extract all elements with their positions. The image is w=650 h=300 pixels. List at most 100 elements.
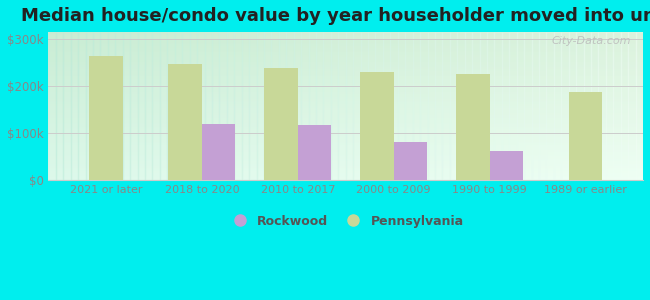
Bar [495, 32, 502, 180]
Bar [220, 32, 227, 180]
Bar [324, 32, 331, 180]
Bar [49, 150, 643, 152]
Bar [49, 89, 643, 90]
Bar [49, 68, 643, 69]
Bar [301, 32, 309, 180]
Bar [49, 130, 643, 132]
Bar [428, 32, 435, 180]
Bar [197, 32, 205, 180]
Bar [78, 32, 86, 180]
Bar [49, 64, 643, 65]
Bar [309, 32, 316, 180]
Bar [49, 126, 643, 127]
Bar [524, 32, 532, 180]
Bar [202, 124, 235, 180]
Bar [49, 167, 643, 168]
Bar [49, 108, 643, 110]
Bar [49, 105, 643, 106]
Bar [49, 128, 643, 129]
Bar [49, 142, 643, 143]
Bar [49, 103, 643, 105]
Bar [346, 32, 353, 180]
Bar [167, 32, 175, 180]
Bar [49, 179, 643, 180]
Bar [49, 78, 643, 79]
Bar [49, 123, 643, 124]
Bar [628, 32, 636, 180]
Bar [49, 110, 643, 111]
Bar [457, 32, 465, 180]
Bar [49, 33, 643, 34]
Bar [49, 67, 643, 68]
Bar [49, 129, 643, 130]
Bar [71, 32, 78, 180]
Bar [49, 107, 643, 108]
Bar [49, 48, 643, 49]
Bar [49, 164, 643, 165]
Bar [49, 148, 643, 149]
Legend: Rockwood, Pennsylvania: Rockwood, Pennsylvania [222, 210, 469, 233]
Bar [49, 119, 643, 121]
Bar [286, 32, 294, 180]
Bar [89, 56, 123, 180]
Bar [49, 58, 643, 59]
Bar [294, 32, 301, 180]
Bar [49, 34, 643, 36]
Bar [49, 176, 643, 177]
Bar [234, 32, 242, 180]
Bar [190, 32, 197, 180]
Bar [480, 32, 487, 180]
Bar [123, 32, 130, 180]
Bar [49, 86, 643, 88]
Bar [591, 32, 599, 180]
Bar [49, 71, 643, 73]
Bar [205, 32, 212, 180]
Bar [49, 88, 643, 89]
Bar [49, 82, 643, 84]
Bar [360, 72, 394, 180]
Bar [160, 32, 167, 180]
Bar [49, 133, 643, 134]
Bar [49, 165, 643, 166]
Bar [272, 32, 279, 180]
Bar [49, 41, 643, 42]
Bar [49, 102, 643, 104]
Bar [49, 36, 643, 37]
Bar [517, 32, 524, 180]
Bar [138, 32, 145, 180]
Text: City-Data.com: City-Data.com [552, 37, 631, 46]
Bar [101, 32, 108, 180]
Bar [49, 99, 643, 100]
Bar [539, 32, 547, 180]
Bar [49, 112, 643, 113]
Bar [49, 39, 643, 41]
Bar [456, 74, 489, 180]
Bar [338, 32, 346, 180]
Bar [443, 32, 450, 180]
Bar [49, 59, 643, 60]
Bar [145, 32, 153, 180]
Bar [547, 32, 554, 180]
Bar [49, 146, 643, 147]
Bar [435, 32, 443, 180]
Bar [376, 32, 383, 180]
Bar [509, 32, 517, 180]
Bar [49, 100, 643, 101]
Bar [49, 52, 643, 53]
Bar [487, 32, 495, 180]
Bar [576, 32, 584, 180]
Bar [394, 142, 427, 180]
Bar [49, 154, 643, 155]
Bar [49, 50, 643, 52]
Bar [153, 32, 160, 180]
Title: Median house/condo value by year householder moved into unit: Median house/condo value by year househo… [21, 7, 650, 25]
Bar [49, 115, 643, 116]
Bar [49, 144, 643, 145]
Bar [49, 92, 643, 94]
Bar [93, 32, 101, 180]
Bar [212, 32, 220, 180]
Bar [49, 75, 643, 76]
Bar [49, 174, 643, 175]
Bar [569, 92, 603, 180]
Bar [49, 169, 643, 170]
